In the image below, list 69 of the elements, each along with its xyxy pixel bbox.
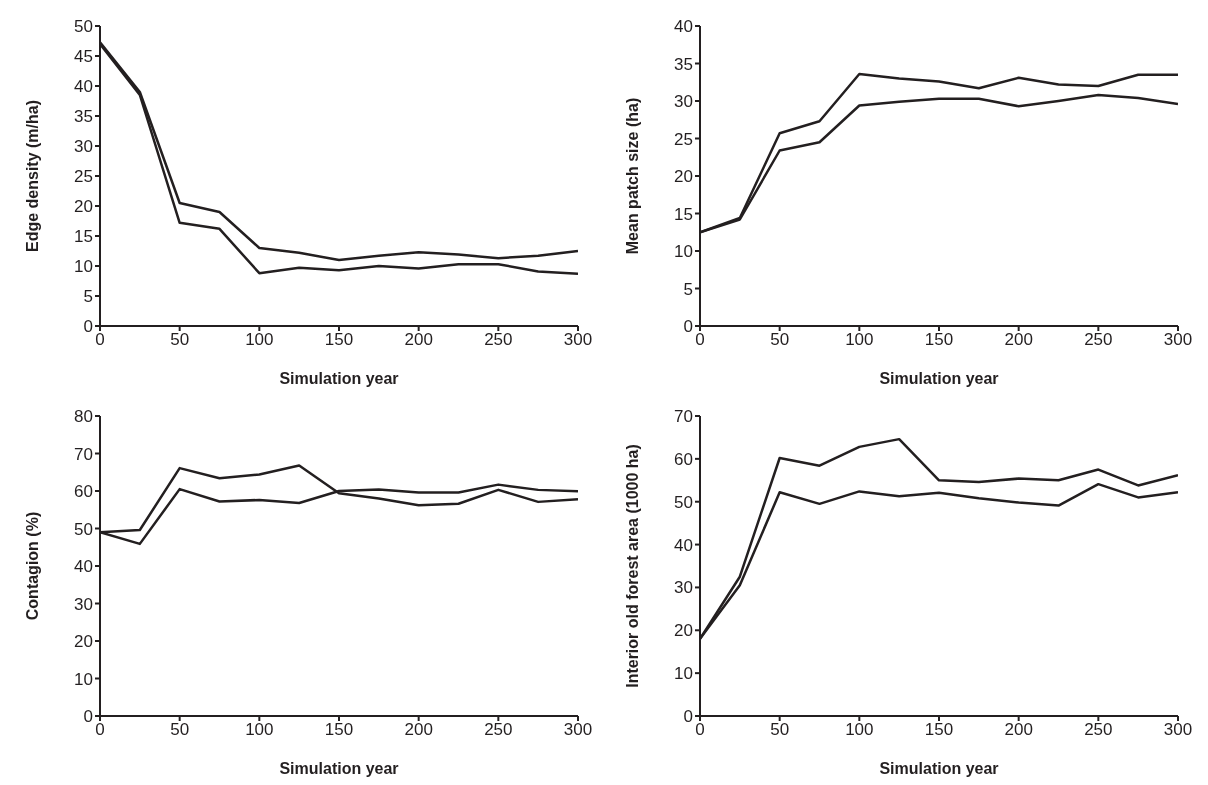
y-tick-label: 5 — [83, 287, 93, 307]
y-axis-title: Contagion (%) — [23, 511, 41, 621]
y-tick-label: 30 — [74, 137, 93, 157]
y-tick-label: 10 — [674, 664, 693, 684]
x-axis-title: Simulation year — [279, 760, 399, 777]
y-tick-label: 60 — [74, 482, 93, 502]
y-tick-label: 20 — [74, 632, 93, 652]
y-tick-label: 70 — [674, 407, 693, 427]
x-tick-label: 300 — [563, 720, 593, 740]
y-tick-label: 80 — [74, 407, 93, 427]
x-tick-label: 250 — [484, 330, 513, 350]
y-tick-label: 15 — [74, 227, 93, 247]
y-tick-label: 0 — [83, 317, 93, 337]
x-tick-label: 150 — [924, 330, 954, 350]
y-tick-label: 25 — [674, 129, 693, 149]
y-tick-label: 25 — [74, 167, 93, 187]
x-tick-label: 200 — [1004, 330, 1033, 350]
x-tick-label: 150 — [924, 720, 954, 740]
y-tick-label: 10 — [74, 257, 93, 277]
x-tick-label: 50 — [170, 330, 190, 350]
x-tick-label: 250 — [484, 720, 513, 740]
y-tick-label: 35 — [674, 54, 693, 74]
x-tick-label: 100 — [245, 720, 274, 740]
y-axis-title: Mean patch size (ha) — [623, 97, 641, 255]
y-tick-label: 70 — [74, 444, 93, 464]
x-axis-title: Simulation year — [879, 370, 999, 387]
y-tick-label: 20 — [74, 197, 93, 217]
y-tick-label: 30 — [674, 578, 693, 598]
x-tick-label: 100 — [845, 720, 874, 740]
x-tick-label: 50 — [770, 330, 790, 350]
y-tick-label: 10 — [74, 669, 93, 689]
y-tick-label: 5 — [683, 279, 693, 299]
x-axis-title: Simulation year — [279, 370, 399, 387]
y-tick-label: 30 — [674, 92, 693, 112]
x-tick-label: 200 — [404, 330, 433, 350]
y-tick-label: 0 — [83, 707, 93, 727]
y-tick-label: 40 — [74, 77, 93, 97]
y-tick-label: 50 — [674, 492, 693, 512]
x-axis-title: Simulation year — [879, 760, 999, 777]
x-tick-label: 150 — [324, 330, 354, 350]
x-tick-label: 250 — [1084, 330, 1113, 350]
y-tick-label: 40 — [74, 557, 93, 577]
x-tick-label: 100 — [245, 330, 274, 350]
y-tick-label: 50 — [74, 519, 93, 539]
x-tick-label: 150 — [324, 720, 354, 740]
y-axis-title: Edge density (m/ha) — [23, 99, 41, 253]
y-tick-label: 40 — [674, 17, 693, 37]
x-tick-label: 200 — [404, 720, 433, 740]
y-tick-label: 10 — [674, 242, 693, 262]
x-tick-label: 200 — [1004, 720, 1033, 740]
x-tick-label: 100 — [845, 330, 874, 350]
x-tick-label: 250 — [1084, 720, 1113, 740]
y-tick-label: 40 — [674, 535, 693, 555]
y-tick-label: 35 — [74, 107, 93, 127]
x-tick-label: 300 — [1163, 330, 1193, 350]
y-tick-label: 20 — [674, 621, 693, 641]
y-tick-label: 20 — [674, 167, 693, 187]
y-tick-label: 50 — [74, 17, 93, 37]
x-tick-label: 300 — [563, 330, 593, 350]
y-tick-label: 0 — [683, 317, 693, 337]
y-tick-label: 15 — [674, 204, 693, 224]
y-tick-label: 0 — [683, 707, 693, 727]
y-tick-label: 45 — [74, 47, 93, 67]
y-axis-title: Interior old forest area (1000 ha) — [623, 444, 641, 688]
x-tick-label: 50 — [770, 720, 790, 740]
y-tick-label: 30 — [74, 594, 93, 614]
x-tick-label: 50 — [170, 720, 190, 740]
y-tick-label: 60 — [674, 449, 693, 469]
x-tick-label: 300 — [1163, 720, 1193, 740]
